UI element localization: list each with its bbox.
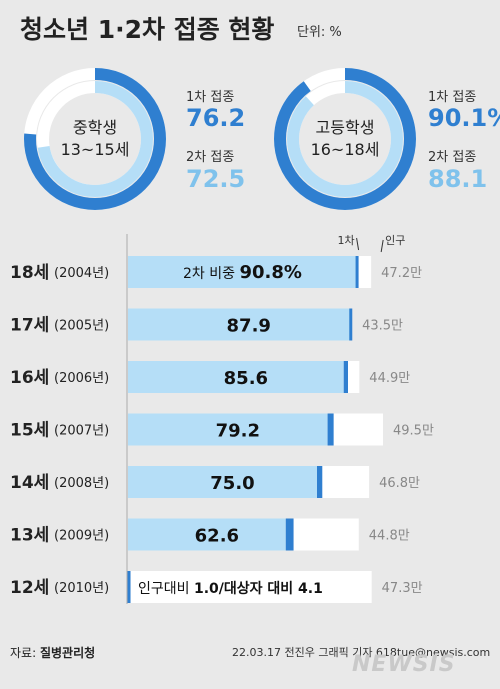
- row-value-label: 62.6: [195, 526, 239, 547]
- dose1-bar: [327, 413, 334, 446]
- dose1-label: 1차 접종: [186, 90, 235, 105]
- population-bar: [128, 571, 372, 603]
- credit-note: 22.03.17 전진우 그래픽 기자 618tue@newsis.com: [232, 646, 491, 659]
- population-header-tick: [380, 239, 384, 253]
- source-note: 자료: 질병관리청: [10, 644, 95, 661]
- dose2-bar: [128, 466, 317, 498]
- dose2-label: 2차 접종: [186, 150, 235, 165]
- dose1-bar: [317, 466, 323, 498]
- donut-group-age: 13~15세: [60, 140, 130, 159]
- newsis-watermark: NEWSIS: [352, 652, 456, 677]
- dose2-bar: [128, 413, 328, 446]
- dose2-label: 2차 접종: [428, 150, 477, 165]
- donut-dose1-arc: [274, 68, 416, 210]
- row-year-label: (2007년): [54, 424, 109, 439]
- donut-dose2-arc: [37, 81, 153, 197]
- dose1-bar: [343, 361, 348, 393]
- row-age-label: 13세: [10, 526, 49, 546]
- population-value-label: 47.2만: [381, 266, 422, 281]
- age-bar-chart: 1차 인구 18세 (2004년) 47.2만 2차 비중 90.8% 17세 (2005년)…: [10, 234, 434, 604]
- row-year-label: (2004년): [54, 266, 109, 281]
- source-name: 질병관리청: [39, 646, 96, 660]
- donut-group-age: 16~18세: [310, 140, 380, 159]
- row-year-label: (2006년): [54, 371, 109, 386]
- dose1-label: 1차 접종: [428, 90, 477, 105]
- donut-group-name: 중학생: [72, 118, 118, 137]
- dose1-bar: [355, 256, 359, 288]
- row-year-label: (2008년): [54, 476, 109, 491]
- dose2-bar: [128, 518, 286, 551]
- donut-group-label: 중학생 13~15세: [45, 117, 145, 161]
- donut-dose1-arc: [24, 68, 166, 210]
- dose1-value: 90.1%: [428, 104, 500, 132]
- row-age-label: 15세: [10, 421, 49, 441]
- dose1-header-label: 1차: [337, 234, 354, 247]
- dose1-value: 76.2: [186, 104, 246, 132]
- dose2-bar: [128, 308, 350, 341]
- population-value-label: 49.5만: [393, 424, 434, 439]
- population-value-label: 47.3만: [382, 581, 423, 596]
- row-value-label: 2차 비중 90.8%: [183, 262, 302, 283]
- row-value-label: 79.2: [216, 421, 260, 442]
- dose2-value: 88.1: [428, 165, 488, 193]
- row-value-label: 87.9: [227, 316, 271, 337]
- donut-group-label: 고등학생 16~18세: [290, 117, 400, 161]
- donut-high-school: 고등학생 16~18세: [270, 64, 420, 214]
- dose2-bar: [128, 256, 357, 288]
- dose2-bar: [128, 361, 344, 393]
- row-value-number: 1.0/대상자 대비 4.1: [194, 581, 323, 597]
- row-age-label: 18세: [10, 263, 49, 283]
- dose1-bar: [285, 518, 294, 551]
- dose2-value: 72.5: [186, 165, 246, 193]
- row-value-label: 75.0: [210, 473, 254, 494]
- row-value-number: 90.8%: [239, 262, 301, 283]
- row-year-label: (2010년): [54, 581, 109, 596]
- population-value-label: 43.5만: [362, 319, 403, 334]
- row-value-label: 인구대비 1.0/대상자 대비 4.1: [138, 581, 323, 597]
- donut-middle-school: 중학생 13~15세: [20, 64, 170, 214]
- population-value-label: 46.8만: [379, 476, 420, 491]
- donut-middle-school-svg: [24, 68, 166, 210]
- row-age-label: 14세: [10, 473, 49, 493]
- row-age-label: 12세: [10, 578, 49, 598]
- dose1-header-tick: [356, 237, 360, 251]
- row-year-label: (2009년): [54, 529, 109, 544]
- row-value-prefix: 2차 비중: [183, 266, 239, 282]
- population-value-label: 44.9만: [369, 371, 410, 386]
- source-prefix: 자료:: [10, 646, 40, 660]
- dose1-bar: [349, 308, 353, 341]
- unit-label: 단위: %: [297, 25, 342, 40]
- row-age-label: 16세: [10, 368, 49, 388]
- header: 청소년 1·2차 접종 현황 단위: %: [0, 0, 500, 52]
- row-year-label: (2005년): [54, 319, 109, 334]
- row-age-label: 17세: [10, 316, 49, 336]
- population-header-label: 인구: [385, 234, 405, 247]
- donut-group-name: 고등학생: [315, 118, 375, 137]
- chart-title: 청소년 1·2차 접종 현황: [20, 15, 275, 44]
- donut-high-school-svg: [274, 68, 416, 210]
- population-value-label: 44.8만: [369, 529, 410, 544]
- row-value-prefix: 인구대비: [138, 581, 194, 597]
- row-value-label: 85.6: [224, 368, 268, 389]
- donut-dose2-arc: [287, 81, 403, 197]
- dose1-bar: [127, 571, 131, 603]
